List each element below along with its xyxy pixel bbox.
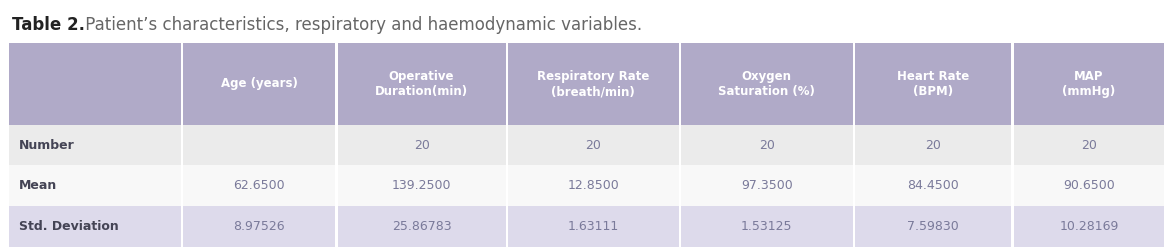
Text: Operative
Duration(min): Operative Duration(min) [375,70,468,98]
Text: 84.4500: 84.4500 [907,179,960,192]
Text: 20: 20 [1081,139,1097,152]
Text: 25.86783: 25.86783 [392,220,452,233]
Text: 1.53125: 1.53125 [741,220,793,233]
Bar [681,125,853,165]
Bar [1014,43,1164,125]
Bar [338,125,506,165]
Text: 90.6500: 90.6500 [1063,179,1115,192]
Text: Respiratory Rate
(breath/min): Respiratory Rate (breath/min) [537,70,649,98]
Text: 20: 20 [586,139,601,152]
Text: 20: 20 [926,139,941,152]
Text: 7.59830: 7.59830 [907,220,960,233]
Text: MAP
(mmHg): MAP (mmHg) [1062,70,1116,98]
Bar [508,125,679,165]
Bar [9,165,181,206]
Bar [508,165,679,206]
Bar [338,43,506,125]
Text: Oxygen
Saturation (%): Oxygen Saturation (%) [719,70,815,98]
Text: Mean: Mean [19,179,58,192]
Bar [508,43,679,125]
Text: 20: 20 [759,139,775,152]
Bar [855,206,1011,247]
Bar [1014,206,1164,247]
Bar [9,43,181,125]
Text: Patient’s characteristics, respiratory and haemodynamic variables.: Patient’s characteristics, respiratory a… [80,16,642,34]
Text: Std. Deviation: Std. Deviation [19,220,119,233]
Bar [855,43,1011,125]
Bar [338,165,506,206]
Text: 97.3500: 97.3500 [741,179,793,192]
Text: 1.63111: 1.63111 [568,220,619,233]
Bar [855,165,1011,206]
Bar [183,43,335,125]
Bar [508,206,679,247]
Text: 62.6500: 62.6500 [234,179,285,192]
Text: Age (years): Age (years) [221,78,298,90]
Text: 139.2500: 139.2500 [392,179,452,192]
Text: Table 2.: Table 2. [12,16,85,34]
Text: Number: Number [19,139,74,152]
Bar [338,206,506,247]
Bar [681,165,853,206]
Bar [681,43,853,125]
Bar [9,206,181,247]
Bar [183,125,335,165]
Bar [681,206,853,247]
Text: Heart Rate
(BPM): Heart Rate (BPM) [897,70,969,98]
Text: 20: 20 [414,139,429,152]
Text: 10.28169: 10.28169 [1060,220,1118,233]
Bar [1014,165,1164,206]
Bar [1014,125,1164,165]
Text: 8.97526: 8.97526 [234,220,285,233]
Bar [9,125,181,165]
Bar [183,165,335,206]
Text: 12.8500: 12.8500 [567,179,620,192]
Bar [855,125,1011,165]
Bar [183,206,335,247]
